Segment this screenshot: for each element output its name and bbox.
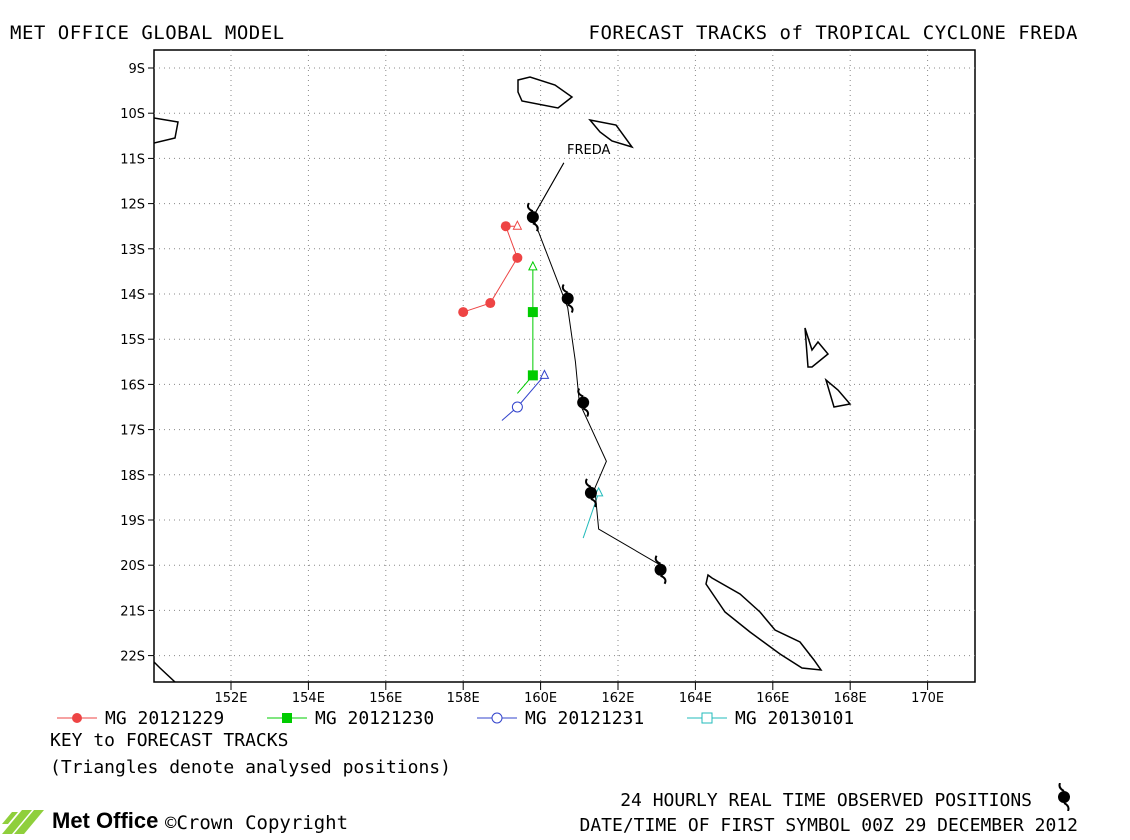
legend-item-mg20130101: MG 20130101 xyxy=(685,707,854,729)
legend-item-mg20121230: MG 20121230 xyxy=(265,707,434,729)
lon-tick-label: 152E xyxy=(214,691,247,706)
legend-label: MG 20121231 xyxy=(525,707,645,729)
cyclone-symbol-core xyxy=(654,563,667,576)
legend-label: MG 20121230 xyxy=(315,707,435,729)
met-office-logo: Met Office xyxy=(2,806,158,836)
lat-tick-label: 12S xyxy=(120,198,145,213)
forecast-track-line xyxy=(517,266,534,394)
storm-label: FREDA xyxy=(567,143,611,158)
key-title: KEY to FORECAST TRACKS xyxy=(50,730,289,751)
lon-tick-label: 154E xyxy=(292,691,325,706)
legend-symbol xyxy=(687,712,727,724)
lat-tick-label: 19S xyxy=(120,514,145,529)
lat-tick-label: 20S xyxy=(120,559,145,574)
lon-tick-label: 168E xyxy=(834,691,867,706)
legend-label: MG 20130101 xyxy=(735,707,855,729)
cyclone-symbol-arm xyxy=(585,478,592,488)
graticule xyxy=(154,50,975,682)
legend-symbol xyxy=(477,712,517,724)
forecast-point xyxy=(512,252,523,263)
lon-tick-label: 162E xyxy=(601,691,634,706)
island-malekula xyxy=(824,377,852,408)
cyclone-symbol-arm xyxy=(590,497,597,508)
cyclone-symbol xyxy=(654,555,667,585)
cyclone-symbol-core xyxy=(577,396,590,409)
forecast-point xyxy=(527,307,538,318)
lon-tick-label: 158E xyxy=(447,691,480,706)
lat-tick-label: 13S xyxy=(120,243,145,258)
lat-tick-label: 17S xyxy=(120,424,145,439)
lat-tick-label: 14S xyxy=(120,288,145,303)
coastlines xyxy=(154,76,852,682)
storm-label-connector xyxy=(532,162,565,218)
island-guadalcanal xyxy=(517,76,574,109)
cyclone-symbol-icon xyxy=(1058,783,1070,811)
lat-tick-label: 10S xyxy=(120,107,145,122)
cyclone-symbol-arm xyxy=(660,574,667,585)
lat-tick-label: 18S xyxy=(120,469,145,484)
legend-symbol xyxy=(267,713,307,723)
cyclone-symbol xyxy=(577,387,590,417)
lat-tick-label: 21S xyxy=(120,604,145,619)
cyclone-symbol-arm xyxy=(577,387,584,398)
cyclone-symbol-core xyxy=(584,486,597,499)
lat-tick-label: 11S xyxy=(120,152,145,167)
cyclone-symbol-arm xyxy=(567,303,574,314)
cyclone-symbol-core xyxy=(561,292,574,305)
island-new-caledonia xyxy=(705,573,823,671)
datetime-note: DATE/TIME OF FIRST SYMBOL 00Z 29 DECEMBE… xyxy=(579,815,1079,836)
coast-png xyxy=(154,117,179,144)
analysed-position-triangle xyxy=(512,220,523,230)
cyclone-symbol-arm xyxy=(654,555,661,565)
cyclone-symbol xyxy=(561,284,574,314)
chart-title: FORECAST TRACKS of TROPICAL CYCLONE FRED… xyxy=(588,22,1078,44)
forecast-point xyxy=(527,370,538,381)
forecast-point xyxy=(458,307,469,318)
lon-tick-label: 166E xyxy=(756,691,789,706)
observed-track xyxy=(526,162,667,585)
model-title: MET OFFICE GLOBAL MODEL xyxy=(10,22,285,44)
lat-tick-label: 15S xyxy=(120,333,145,348)
lat-tick-label: 16S xyxy=(120,378,145,393)
island-espiritu-santo xyxy=(804,327,830,368)
lon-tick-label: 156E xyxy=(369,691,402,706)
cyclone-symbol xyxy=(584,478,597,508)
cyclone-symbol-arm xyxy=(532,222,539,232)
cyclone-symbol-arm xyxy=(582,407,590,417)
legend-item-mg20121231: MG 20121231 xyxy=(475,707,644,729)
forecast-point xyxy=(500,221,511,232)
coast-australia xyxy=(154,661,176,682)
met-office-logo-icon xyxy=(2,810,44,834)
legend-label: MG 20121229 xyxy=(105,707,225,729)
analysed-position-triangle xyxy=(528,260,538,271)
lat-tick-label: 9S xyxy=(128,62,145,77)
lat-tick-label: 22S xyxy=(120,650,145,665)
forecast-point xyxy=(485,298,496,309)
analysed-position-triangle xyxy=(539,369,550,379)
copyright: ©Crown Copyright xyxy=(165,812,349,834)
lon-tick-label: 164E xyxy=(679,691,712,706)
triangles-note: (Triangles denote analysed positions) xyxy=(50,757,451,778)
forecast-point xyxy=(511,401,523,413)
observed-note: 24 HOURLY REAL TIME OBSERVED POSITIONS xyxy=(620,790,1032,811)
cyclone-symbol-arm xyxy=(526,202,534,213)
lon-tick-label: 170E xyxy=(911,691,944,706)
cyclone-symbol-arm xyxy=(561,284,569,294)
axis-ticks: 152E 154E 156E 158E 160E 162E 164E 166E 168E 170E… xyxy=(120,62,944,706)
logo-text: Met Office xyxy=(52,808,159,833)
map-frame xyxy=(153,49,976,683)
lon-tick-label: 160E xyxy=(524,691,557,706)
legend-symbol xyxy=(57,713,97,723)
legend-item-mg20121229: MG 20121229 xyxy=(55,707,224,729)
island-san-cristobal xyxy=(588,118,634,149)
